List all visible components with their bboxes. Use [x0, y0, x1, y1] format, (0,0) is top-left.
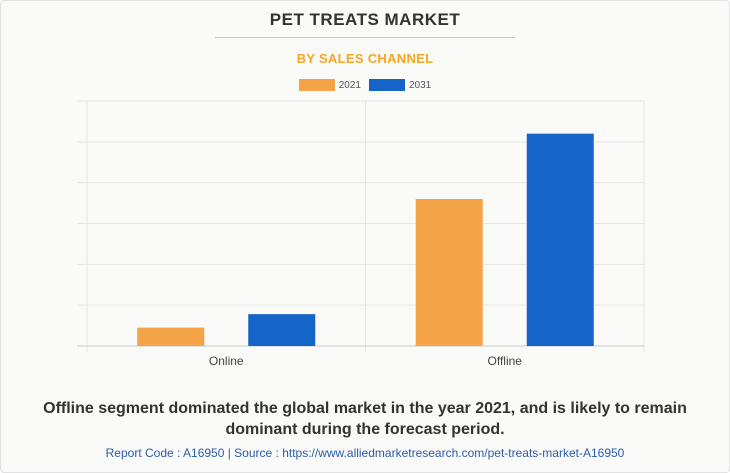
x-tick-label-offline: Offline: [488, 354, 523, 368]
bar-online-2031: [248, 314, 316, 346]
legend-label-2031: 2031: [409, 79, 432, 91]
bar-online-2021: [137, 327, 205, 346]
chart-title: PET TREATS MARKET: [269, 10, 461, 29]
chart-subtitle: BY SALES CHANNEL: [296, 51, 434, 66]
legend-swatch-2021: [298, 79, 335, 91]
x-tick-label-online: Online: [209, 354, 244, 368]
legend: 2021 2031: [0, 79, 730, 91]
title-divider: [215, 37, 515, 38]
chart-caption: Offline segment dominated the global mar…: [43, 400, 687, 438]
bar-offline-2031: [526, 133, 594, 346]
bar-offline-2021: [415, 199, 483, 346]
report-source-footer[interactable]: Report Code : A16950 | Source : https://…: [105, 446, 625, 460]
legend-item-2021: 2021: [298, 79, 361, 91]
legend-label-2021: 2021: [338, 79, 361, 91]
legend-item-2031: 2031: [369, 79, 431, 91]
legend-swatch-2031: [369, 79, 405, 91]
